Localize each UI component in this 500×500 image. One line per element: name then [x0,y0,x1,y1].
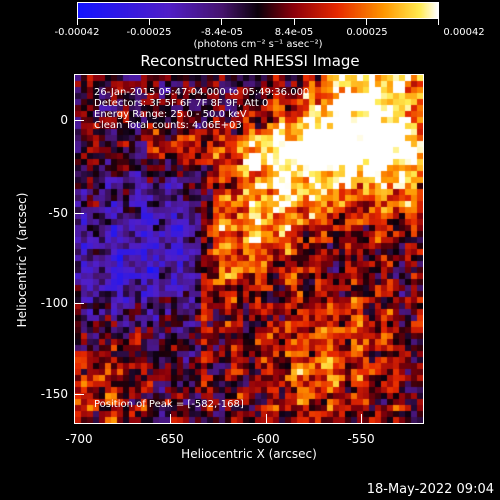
x-tick-label: -700 [65,432,93,446]
colorbar-units: (photons cm⁻² s⁻¹ asec⁻²) [193,39,323,50]
colorbar-tick-label: 0.00042 [443,27,485,38]
peak-position-label: Position of Peak = [-582,-168] [94,399,244,410]
colorbar-tick-label: -0.00042 [54,27,100,38]
image-plot: 26-Jan-2015 05:47:04.000 to 05:49:36.000… [74,74,424,424]
colorbar-tick-label: 8.4e-05 [274,27,314,38]
y-tick [74,213,84,214]
x-tick [361,414,362,424]
x-tick [170,414,171,424]
heatmap-image [75,75,423,423]
x-tick [74,414,75,424]
y-tick-label: -100 [40,296,68,310]
colorbar-tick [366,19,367,25]
y-tick [74,394,84,395]
y-tick-label: -150 [40,387,68,401]
colorbar-tick [438,19,439,25]
x-axis-title: Heliocentric X (arcsec) [181,447,317,461]
colorbar-tick-label: -0.00025 [126,27,172,38]
plot-title: Reconstructed RHESSI Image [140,52,360,70]
colorbar-tick [221,19,222,25]
y-tick-label: 0 [60,113,68,127]
x-tick [266,414,267,424]
x-tick-label: -550 [347,432,375,446]
y-tick-label: -50 [48,206,68,220]
total-counts-label: Clean Total counts: 4.06E+03 [94,120,242,131]
detectors-label: Detectors: 3F 5F 6F 7F 8F 9F, Att 0 [94,98,269,109]
colorbar-tick [77,19,78,25]
x-tick-label: -600 [252,432,280,446]
y-axis-title: Heliocentric Y (arcsec) [15,192,29,328]
colorbar [77,2,439,19]
colorbar-tick [294,19,295,25]
time-range-label: 26-Jan-2015 05:47:04.000 to 05:49:36.000 [94,87,310,98]
colorbar-tick-label: 0.00025 [346,27,388,38]
generation-timestamp: 18-May-2022 09:04 [366,482,494,497]
x-tick-label: -650 [156,432,184,446]
energy-range-label: Energy Range: 25.0 - 50.0 keV [94,109,247,120]
colorbar-tick-label: -8.4e-05 [201,27,243,38]
colorbar-tick [149,19,150,25]
y-tick [74,303,84,304]
colorbar-ticks [77,19,439,25]
y-tick [74,120,84,121]
